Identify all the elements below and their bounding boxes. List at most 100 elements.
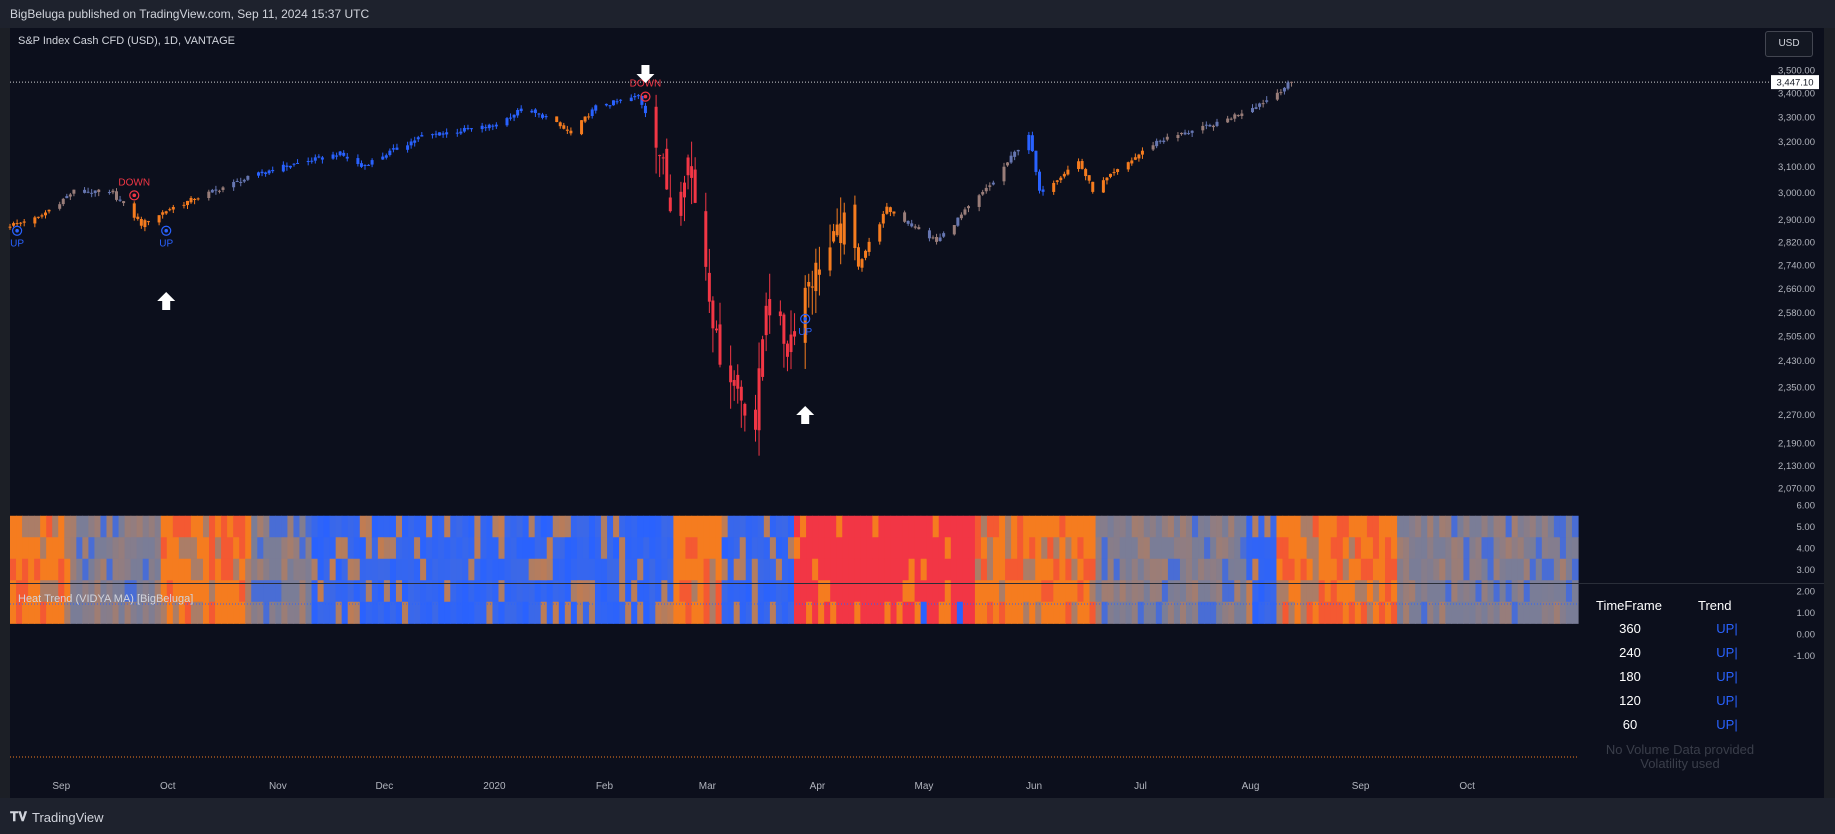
heatmap-cell [1493, 537, 1501, 560]
heatmap-cell [498, 537, 506, 560]
heatmap-cell [1415, 537, 1422, 560]
heatmap-cell [944, 515, 952, 538]
heatmap-cell [1475, 601, 1483, 624]
heatmap-cell [1023, 515, 1030, 538]
candle-body [686, 157, 690, 176]
heatmap-cell [986, 601, 994, 624]
heatmap-cell [58, 558, 65, 581]
heatmap-cell [504, 515, 512, 538]
heatmap-cell [1493, 601, 1501, 624]
heatmap-cell [58, 601, 65, 624]
heat-tick-label: 4.00 [1797, 544, 1816, 555]
candle-body [47, 209, 51, 212]
heatmap-cell [1409, 537, 1416, 560]
heatmap-cell [22, 515, 29, 538]
brand-label: TradingView [32, 809, 104, 825]
candle-body [1282, 87, 1286, 92]
signal-marker-dot [15, 228, 19, 233]
candle-body [1116, 169, 1120, 172]
candle-body [981, 191, 985, 195]
heatmap-cell [468, 515, 475, 538]
heatmap-cell [1469, 580, 1477, 603]
heatmap-cell [1553, 580, 1561, 603]
candle-body [58, 204, 62, 209]
heatmap-cell [16, 537, 23, 560]
heatmap-cell [890, 515, 898, 538]
heatmap-cell [166, 537, 174, 560]
heatmap-cell [1463, 558, 1471, 581]
heatmap-cell [757, 515, 765, 538]
heatmap-cell [1264, 537, 1272, 560]
heatmap-cell [317, 558, 325, 581]
heatmap-cell [1216, 515, 1223, 538]
price-tick-label: 2,505.00 [1778, 332, 1815, 343]
heatmap-cell [1149, 537, 1157, 560]
heatmap-cell [914, 558, 922, 581]
table-timeframe-cell: 120 [1619, 693, 1641, 708]
heatmap-cell [516, 515, 524, 538]
heatmap-cell [1179, 515, 1187, 538]
heatmap-cell [1119, 580, 1127, 603]
candle-body [1229, 118, 1233, 120]
heatmap-cell [371, 558, 379, 581]
heatmap-cell [190, 601, 198, 624]
pane-separator[interactable] [10, 583, 1824, 584]
candle-body [679, 191, 683, 216]
candle-body [963, 209, 967, 215]
heatmap-cell [986, 580, 994, 603]
heatmap-cell [1210, 537, 1217, 560]
heatmap-cell [800, 537, 807, 560]
heatmap-cell [245, 558, 252, 581]
candle-body [345, 156, 349, 159]
heatmap-cell [46, 515, 53, 538]
chart-frame[interactable] [10, 28, 1824, 798]
currency-button[interactable]: USD [1765, 31, 1813, 57]
heatmap-cell [884, 515, 892, 538]
heatmap-cell [142, 515, 150, 538]
heatmap-cell [468, 558, 475, 581]
heatmap-cell [631, 601, 638, 624]
heatmap-cell [1439, 601, 1446, 624]
heatmap-cell [1035, 537, 1042, 560]
heatmap-cell [1161, 601, 1169, 624]
heatmap-cell [100, 558, 108, 581]
heatmap-cell [1179, 601, 1187, 624]
heatmap-cell [1246, 601, 1253, 624]
candle-body [1215, 121, 1219, 126]
heatmap-cell [781, 537, 789, 560]
heatmap-cell [908, 537, 916, 560]
heatmap-cell [64, 537, 71, 560]
heatmap-cell [1505, 515, 1513, 538]
symbol-title[interactable]: S&P Index Cash CFD (USD), 1D, VANTAGE [18, 35, 236, 47]
heatmap-cell [1011, 558, 1018, 581]
heatmap-cell [1547, 580, 1555, 603]
candle-body [1254, 107, 1258, 109]
heatmap-cell [88, 537, 96, 560]
heatmap-cell [896, 558, 904, 581]
heatmap-cell [1517, 580, 1525, 603]
heatmap-cell [341, 601, 349, 624]
heatmap-cell [1571, 558, 1579, 581]
candle-body [864, 250, 868, 258]
heatmap-cell [769, 580, 777, 603]
heatmap-cell [287, 515, 295, 538]
heatmap-cell [884, 558, 892, 581]
heatmap-cell [733, 515, 741, 538]
heatmap-cell [860, 515, 867, 538]
heatmap-cell [679, 601, 687, 624]
heatmap-cell [1101, 601, 1109, 624]
heatmap-cell [432, 515, 439, 538]
heatmap-cell [1131, 558, 1139, 581]
tradingview-brand[interactable]: 𝐓𝐕 TradingView [10, 809, 104, 825]
heatmap-cell [76, 580, 83, 603]
candle-body [711, 300, 715, 329]
price-tick-label: 3,500.00 [1778, 66, 1815, 77]
heatmap-cell [757, 558, 765, 581]
heatmap-cell [860, 558, 867, 581]
heatmap-cell [1192, 601, 1199, 624]
heatmap-cell [625, 515, 632, 538]
indicator-title[interactable]: Heat Trend (VIDYA MA) [BigBeluga] [18, 593, 194, 605]
heatmap-cell [1288, 515, 1296, 538]
heatmap-cell [1276, 537, 1284, 560]
